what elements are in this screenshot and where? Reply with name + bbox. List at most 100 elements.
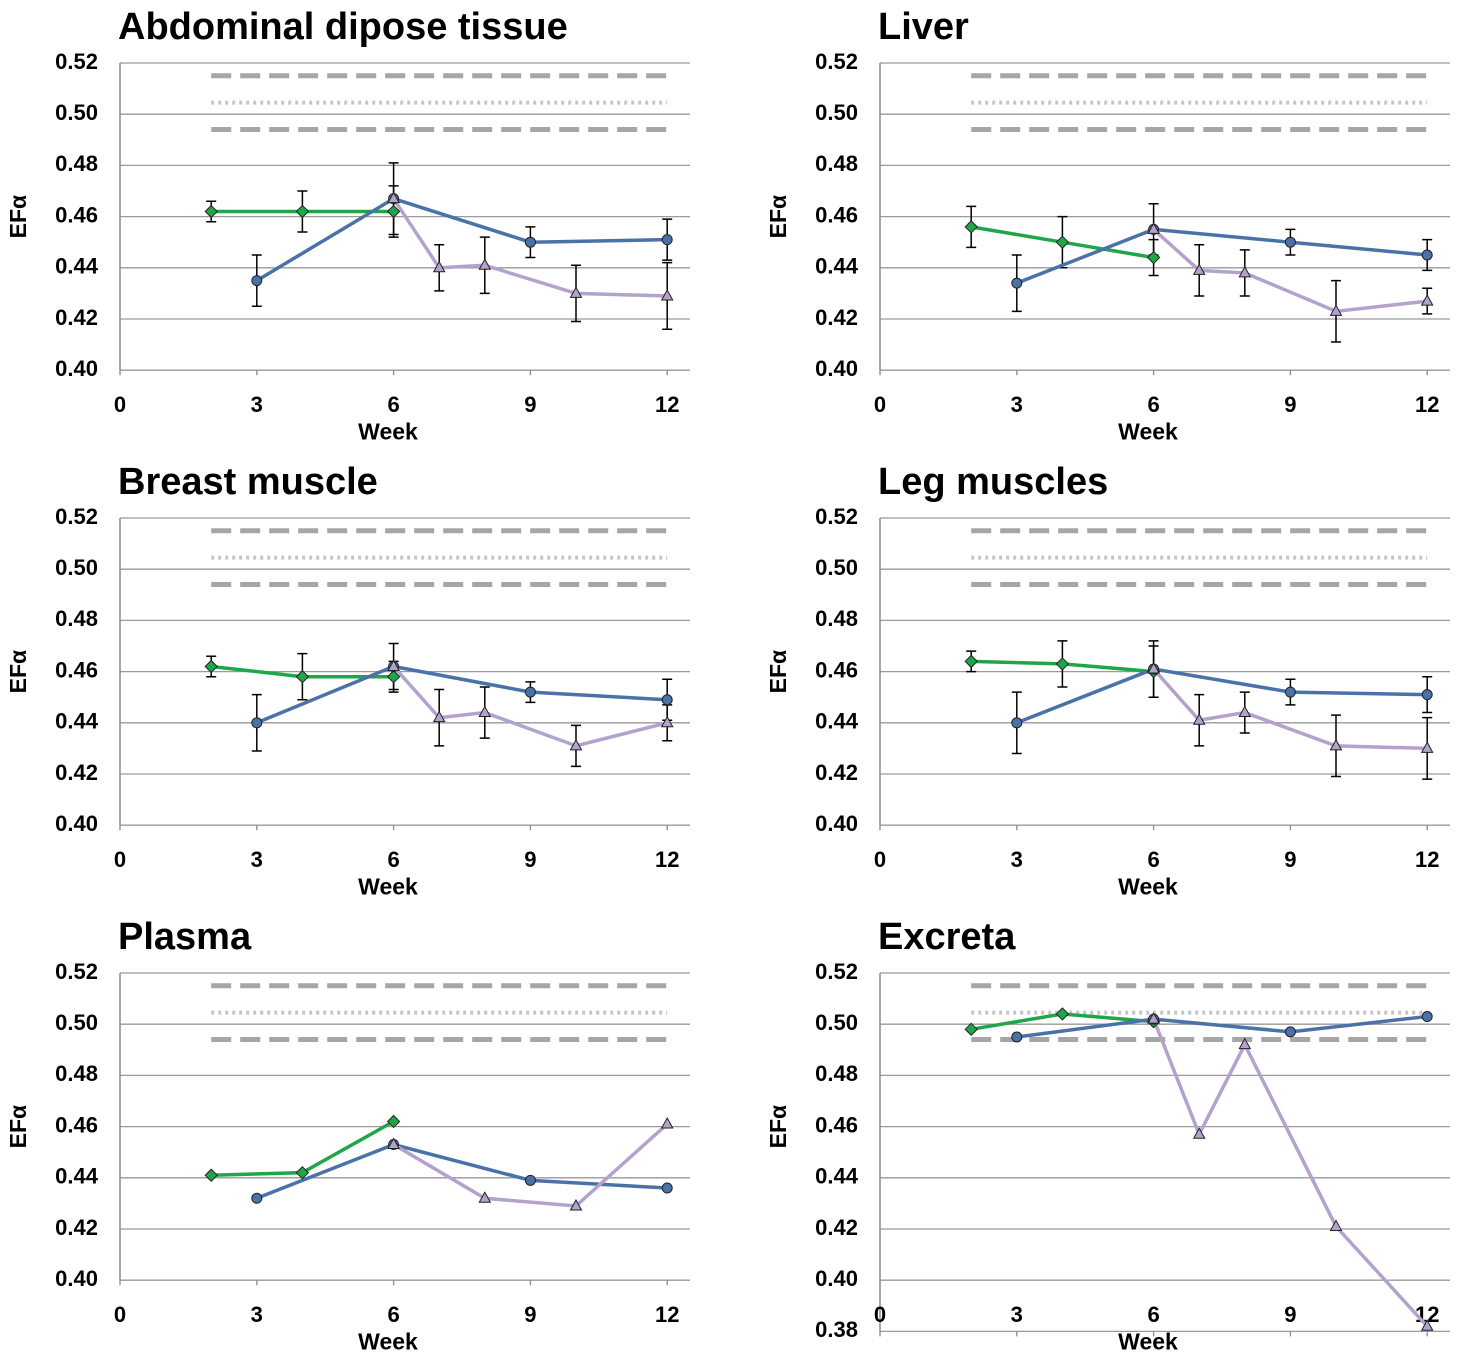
marker — [1421, 689, 1433, 701]
x-tick-label: 12 — [655, 1302, 679, 1327]
marker — [1420, 294, 1434, 306]
y-tick-label: 0.46 — [55, 657, 98, 682]
marker — [1192, 713, 1206, 725]
x-tick-label: 3 — [251, 1302, 263, 1327]
marker — [569, 1198, 583, 1211]
chart-title: Liver — [878, 6, 969, 48]
y-tick-label: 0.48 — [55, 1061, 98, 1086]
y-tick-label: 0.42 — [815, 1215, 858, 1240]
panel: Plasma 0.40 0.42 0.44 0.46 0.48 0.50 0.52 0 3 6 9 12… — [5, 916, 690, 1354]
x-tick-label: 0 — [874, 1302, 886, 1327]
y-tick-label: 0.40 — [55, 811, 98, 836]
y-tick-label: 0.52 — [815, 959, 858, 984]
marker — [1238, 705, 1252, 718]
y-tick-label: 0.52 — [55, 504, 98, 529]
marker — [1238, 1037, 1252, 1050]
marker — [251, 1192, 263, 1204]
marker — [661, 234, 673, 246]
marker — [569, 286, 583, 298]
y-tick-label: 0.48 — [815, 606, 858, 631]
y-tick-label: 0.40 — [815, 1266, 858, 1291]
y-tick-label: 0.42 — [55, 1215, 98, 1240]
y-tick-label: 0.46 — [815, 1112, 858, 1137]
marker — [1238, 265, 1252, 278]
marker — [1284, 1026, 1296, 1038]
x-tick-label: 3 — [1011, 1302, 1023, 1327]
series-line — [392, 665, 668, 748]
marker — [1329, 738, 1343, 751]
marker — [1420, 1319, 1434, 1331]
marker — [964, 220, 978, 234]
y-tick-label: 0.48 — [815, 151, 858, 176]
y-tick-label: 0.46 — [815, 657, 858, 682]
marker — [432, 710, 446, 723]
x-tick-label: 0 — [114, 847, 126, 872]
chart-title: Breast muscle — [118, 461, 378, 503]
marker — [386, 204, 401, 219]
x-tick-label: 12 — [1415, 847, 1439, 872]
marker — [660, 1117, 674, 1129]
marker — [1011, 277, 1023, 289]
marker — [1147, 1012, 1160, 1024]
x-tick-label: 9 — [524, 847, 536, 872]
marker — [387, 659, 400, 671]
x-tick-label: 6 — [387, 392, 399, 417]
marker — [1055, 1007, 1070, 1021]
x-tick-label: 12 — [1415, 392, 1439, 417]
marker — [204, 659, 218, 674]
x-axis-label: Week — [1118, 1328, 1178, 1354]
marker — [569, 738, 583, 751]
x-tick-label: 3 — [251, 847, 263, 872]
x-tick-label: 12 — [655, 392, 679, 417]
marker — [1147, 222, 1160, 234]
x-tick-label: 9 — [524, 392, 536, 417]
y-tick-label: 0.52 — [815, 49, 858, 74]
x-axis-label: Week — [358, 1328, 418, 1354]
marker — [1011, 717, 1023, 729]
marker — [251, 717, 263, 729]
y-tick-label: 0.50 — [815, 100, 858, 125]
y-tick-label: 0.44 — [55, 254, 99, 279]
panel: Breast muscle 0.40 0.42 0.44 0.46 0.48 0.50 0.5… — [5, 461, 690, 899]
y-axis-label: EFα — [765, 195, 791, 239]
marker — [524, 686, 536, 698]
series-line — [256, 664, 668, 725]
x-axis-label: Week — [1118, 873, 1178, 899]
marker — [660, 715, 674, 728]
x-tick-label: 9 — [1284, 847, 1296, 872]
marker — [1192, 1127, 1206, 1139]
x-tick-label: 9 — [524, 1302, 536, 1327]
marker — [1420, 741, 1434, 753]
marker — [478, 705, 492, 718]
marker — [1421, 1011, 1433, 1023]
y-tick-label: 0.50 — [55, 555, 98, 580]
y-axis-label: EFα — [765, 1105, 791, 1149]
series-line — [392, 1122, 669, 1208]
series-line — [1016, 1014, 1428, 1039]
y-tick-label: 0.40 — [815, 356, 858, 381]
y-axis-label: EFα — [765, 650, 791, 694]
marker — [1329, 1219, 1343, 1231]
y-tick-label: 0.48 — [815, 1061, 858, 1086]
marker — [386, 670, 401, 684]
marker — [1192, 263, 1206, 275]
x-tick-label: 3 — [1011, 847, 1023, 872]
y-tick-label: 0.46 — [55, 202, 98, 227]
y-tick-label: 0.44 — [815, 709, 859, 734]
x-tick-label: 6 — [387, 1302, 399, 1327]
x-tick-label: 6 — [1147, 847, 1159, 872]
y-tick-label: 0.42 — [55, 760, 98, 785]
chart-title: Plasma — [118, 916, 252, 958]
series-line — [256, 1142, 668, 1200]
y-tick-label: 0.40 — [55, 1266, 98, 1291]
x-tick-label: 9 — [1284, 392, 1296, 417]
marker — [1146, 250, 1161, 265]
marker — [1055, 235, 1070, 249]
marker — [661, 1182, 673, 1194]
marker — [660, 288, 674, 301]
marker — [295, 204, 310, 219]
x-axis-label: Week — [1118, 418, 1178, 444]
chart-title: Abdominal dipose tissue — [118, 6, 568, 48]
